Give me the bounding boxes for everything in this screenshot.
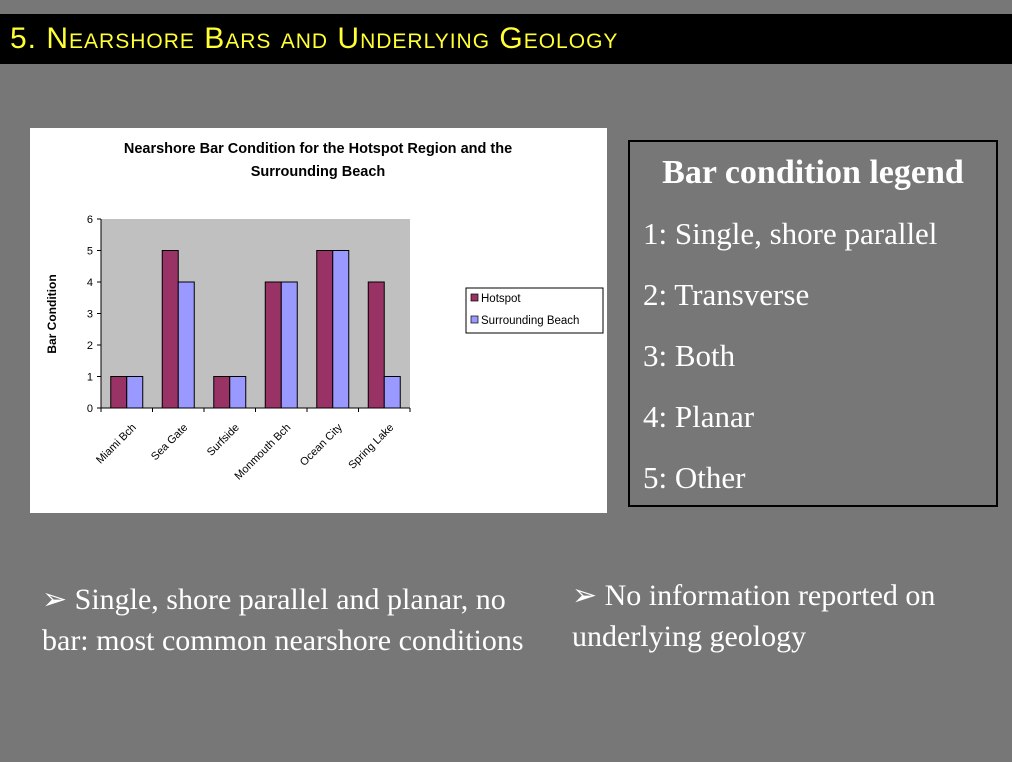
- x-tick-label: Miami Bch: [94, 422, 139, 467]
- legend-item: 4: Planar: [643, 399, 755, 434]
- legend-item: 1: Single, shore parallel: [643, 216, 938, 251]
- y-tick-label: 2: [87, 340, 93, 352]
- legend-item: 3: Both: [643, 338, 736, 373]
- bullet-geology: ➢ No information reported on underlying …: [572, 579, 936, 653]
- chart-title-line2: Surrounding Beach: [251, 164, 386, 180]
- bar-surrounding-beach: [383, 376, 401, 409]
- legend-entry: Surrounding Beach: [481, 315, 579, 327]
- legend-swatch: [470, 315, 479, 324]
- bar-hotspot: [367, 281, 385, 409]
- legend-heading: Bar condition legend: [662, 154, 964, 191]
- legend-entry: Hotspot: [481, 293, 521, 305]
- bullet-nearshore: ➢ Single, shore parallel and planar, no …: [42, 583, 524, 657]
- plot-area: [101, 219, 410, 408]
- bar-hotspot: [161, 250, 179, 409]
- x-tick-label: Monmouth Bch: [233, 422, 294, 483]
- y-axis-label: Bar Condition: [45, 274, 59, 353]
- bar-surrounding-beach: [126, 376, 144, 409]
- legend-item: 5: Other: [643, 460, 746, 495]
- y-tick-label: 1: [87, 372, 93, 384]
- bar-hotspot: [264, 281, 282, 409]
- y-tick-label: 0: [87, 403, 93, 415]
- y-tick-label: 3: [87, 309, 93, 321]
- x-tick-label: Ocean City: [298, 421, 345, 468]
- chart-svg: Nearshore Bar Condition for the Hotspot …: [45, 141, 604, 483]
- x-tick-label: Surfside: [205, 422, 242, 459]
- bar-surrounding-beach: [177, 281, 195, 409]
- x-tick-label: Sea Gate: [149, 422, 190, 463]
- bar-hotspot: [316, 250, 334, 409]
- y-tick-label: 5: [87, 246, 93, 258]
- y-tick-label: 4: [87, 277, 93, 289]
- chart-legend: [465, 287, 604, 334]
- slide-title: 5. Nearshore Bars and Underlying Geology: [10, 22, 619, 55]
- x-tick-label: Spring Lake: [346, 422, 396, 472]
- bar-hotspot: [110, 376, 128, 409]
- bar-hotspot: [213, 376, 231, 409]
- bar-surrounding-beach: [280, 281, 298, 409]
- bar-surrounding-beach: [332, 250, 350, 409]
- legend-swatch: [470, 293, 479, 302]
- bar-condition-legend: Bar condition legend 1: Single, shore pa…: [628, 140, 998, 507]
- legend-item: 2: Transverse: [643, 277, 810, 312]
- chart-title-line1: Nearshore Bar Condition for the Hotspot …: [124, 141, 512, 157]
- title-bar: 5. Nearshore Bars and Underlying Geology: [0, 14, 1012, 64]
- chart: Nearshore Bar Condition for the Hotspot …: [30, 128, 607, 513]
- bar-surrounding-beach: [229, 376, 247, 409]
- y-tick-label: 6: [87, 214, 93, 226]
